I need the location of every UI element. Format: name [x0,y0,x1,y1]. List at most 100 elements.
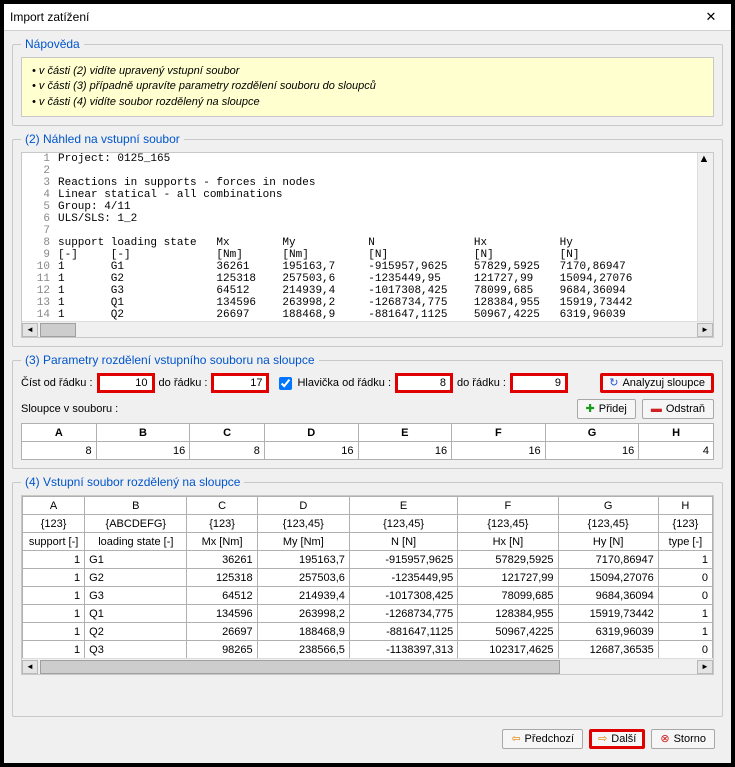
table-cell[interactable]: 1 [23,569,85,587]
split-col-letter[interactable]: A [23,497,85,515]
scroll-thumb[interactable] [699,171,713,271]
table-cell[interactable]: 98265 [187,641,257,659]
split-col-name[interactable]: type [-] [658,533,712,551]
col-header[interactable]: B [96,424,190,442]
table-cell[interactable]: 238566,5 [257,641,349,659]
table-cell[interactable]: 64512 [187,587,257,605]
table-cell[interactable]: 128384,955 [458,605,558,623]
split-col-type[interactable]: {ABCDEFG} [85,515,187,533]
split-col-name[interactable]: N [N] [349,533,457,551]
split-col-letter[interactable]: H [658,497,712,515]
table-cell[interactable]: 102317,4625 [458,641,558,659]
split-col-type[interactable]: {123} [658,515,712,533]
table-cell[interactable]: 125318 [187,569,257,587]
split-col-letter[interactable]: E [349,497,457,515]
table-row[interactable]: 1Q398265238566,5-1138397,313102317,46251… [23,641,713,659]
table-cell[interactable]: 57829,5925 [458,551,558,569]
split-col-name[interactable]: My [Nm] [257,533,349,551]
table-cell[interactable]: G3 [85,587,187,605]
next-button[interactable]: ⇨ Další [589,729,645,749]
scroll-right-icon[interactable]: ► [697,660,713,674]
column-widths-table[interactable]: ABCDEFGH8168161616164 [21,423,714,460]
table-cell[interactable]: -1235449,95 [349,569,457,587]
table-cell[interactable]: -881647,1125 [349,623,457,641]
split-col-name[interactable]: support [-] [23,533,85,551]
table-cell[interactable]: 1 [23,605,85,623]
table-row[interactable]: 1G2125318257503,6-1235449,95121727,99150… [23,569,713,587]
header-to-input[interactable] [510,373,568,393]
scroll-right-icon[interactable]: ► [697,323,713,337]
table-cell[interactable]: -1268734,775 [349,605,457,623]
col-header[interactable]: G [545,424,639,442]
split-col-name[interactable]: Hy [N] [558,533,658,551]
split-col-name[interactable]: Mx [Nm] [187,533,257,551]
table-cell[interactable]: 0 [658,587,712,605]
split-col-type[interactable]: {123,45} [558,515,658,533]
table-cell[interactable]: 1 [658,623,712,641]
table-cell[interactable]: 1 [658,551,712,569]
table-cell[interactable]: Q1 [85,605,187,623]
col-width-cell[interactable]: 16 [545,442,639,460]
split-col-letter[interactable]: G [558,497,658,515]
col-width-cell[interactable]: 4 [639,442,714,460]
split-col-type[interactable]: {123,45} [257,515,349,533]
split-table[interactable]: ABCDEFGH{123}{ABCDEFG}{123}{123,45}{123,… [22,496,713,675]
table-cell[interactable]: 26697 [187,623,257,641]
table-cell[interactable]: 214939,4 [257,587,349,605]
scroll-thumb[interactable] [40,323,76,337]
table-row[interactable]: 1Q1134596263998,2-1268734,775128384,9551… [23,605,713,623]
table-cell[interactable]: Q3 [85,641,187,659]
split-col-type[interactable]: {123,45} [349,515,457,533]
table-cell[interactable]: 195163,7 [257,551,349,569]
split-col-letter[interactable]: D [257,497,349,515]
split-col-name[interactable]: Hx [N] [458,533,558,551]
analyze-columns-button[interactable]: ↻ Analyzuj sloupce [600,373,714,393]
table-cell[interactable]: 15094,27076 [558,569,658,587]
col-width-cell[interactable]: 8 [190,442,265,460]
table-cell[interactable]: 15919,73442 [558,605,658,623]
table-cell[interactable]: 50967,4225 [458,623,558,641]
horizontal-scrollbar[interactable]: ◄ ► [22,658,713,674]
split-col-letter[interactable]: B [85,497,187,515]
table-row[interactable]: 1Q226697188468,9-881647,112550967,422563… [23,623,713,641]
table-cell[interactable]: 1 [658,605,712,623]
table-cell[interactable]: Q2 [85,623,187,641]
col-width-cell[interactable]: 16 [96,442,190,460]
table-cell[interactable]: G1 [85,551,187,569]
col-width-cell[interactable]: 16 [358,442,452,460]
col-header[interactable]: E [358,424,452,442]
read-from-input[interactable] [97,373,155,393]
split-col-letter[interactable]: C [187,497,257,515]
table-cell[interactable]: G2 [85,569,187,587]
close-icon[interactable]: ✕ [697,8,725,26]
table-cell[interactable]: 1 [23,623,85,641]
cancel-button[interactable]: ⊗ Storno [651,729,715,749]
vertical-scrollbar[interactable]: ▲ [697,153,713,321]
col-width-cell[interactable]: 16 [452,442,546,460]
table-cell[interactable]: 121727,99 [458,569,558,587]
remove-column-button[interactable]: ▬ Odstraň [642,399,714,419]
table-cell[interactable]: 12687,36535 [558,641,658,659]
table-cell[interactable]: 36261 [187,551,257,569]
add-column-button[interactable]: ✚ Přidej [577,399,636,419]
col-header[interactable]: A [22,424,97,442]
col-header[interactable]: D [264,424,358,442]
horizontal-scrollbar[interactable]: ◄ ► [22,321,713,337]
split-col-type[interactable]: {123} [23,515,85,533]
previous-button[interactable]: ⇦ Předchozí [502,729,583,749]
split-col-letter[interactable]: F [458,497,558,515]
table-cell[interactable]: 257503,6 [257,569,349,587]
table-cell[interactable]: 0 [658,641,712,659]
col-width-cell[interactable]: 16 [264,442,358,460]
table-cell[interactable]: 134596 [187,605,257,623]
table-cell[interactable]: -1017308,425 [349,587,457,605]
scroll-thumb[interactable] [40,660,560,674]
scroll-left-icon[interactable]: ◄ [22,660,38,674]
table-row[interactable]: 1G136261195163,7-915957,962557829,592571… [23,551,713,569]
table-row[interactable]: 1G364512214939,4-1017308,42578099,685968… [23,587,713,605]
scroll-left-icon[interactable]: ◄ [22,323,38,337]
table-cell[interactable]: 9684,36094 [558,587,658,605]
table-cell[interactable]: 6319,96039 [558,623,658,641]
header-from-input[interactable] [395,373,453,393]
scroll-up-icon[interactable]: ▲ [699,153,713,169]
